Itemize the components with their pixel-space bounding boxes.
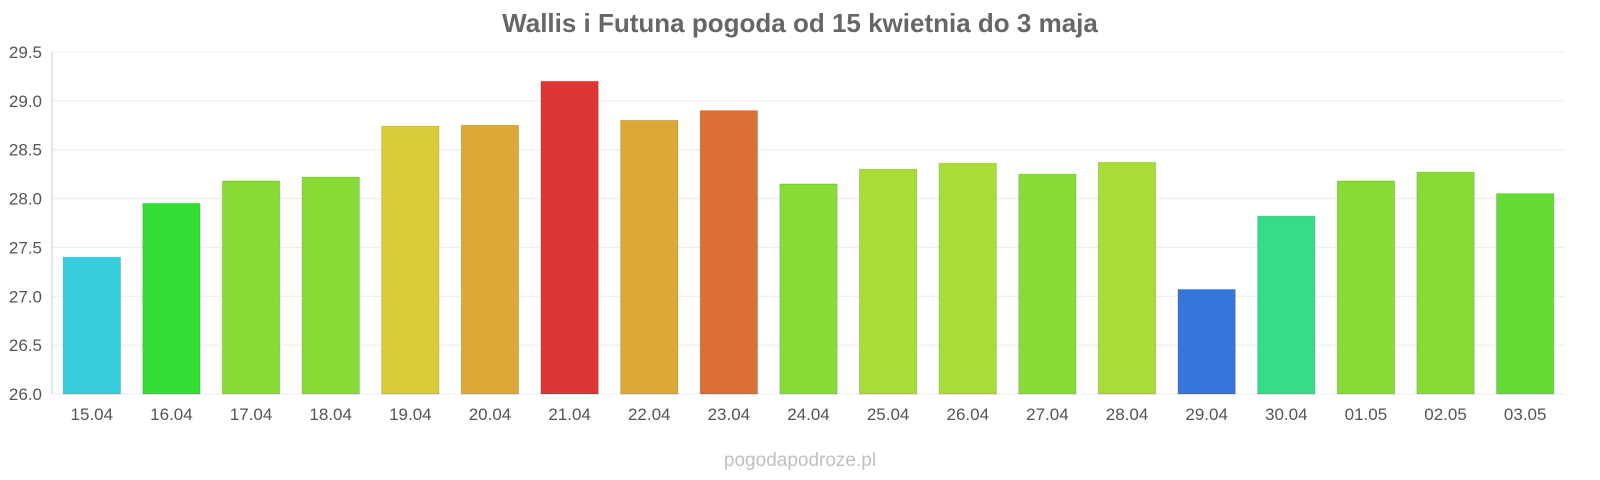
x-tick-label: 16.04 (150, 405, 193, 424)
bar[interactable] (1257, 215, 1316, 395)
bar[interactable] (62, 256, 121, 395)
x-tick-label: 25.04 (867, 405, 910, 424)
bar[interactable] (779, 183, 838, 395)
x-tick-label: 01.05 (1345, 405, 1388, 424)
x-tick-label: 29.04 (1185, 405, 1228, 424)
x-tick-label: 30.04 (1265, 405, 1308, 424)
x-tick-label: 19.04 (389, 405, 432, 424)
x-tick-label: 20.04 (469, 405, 512, 424)
y-tick-label: 28.5 (9, 141, 42, 160)
bars (62, 80, 1555, 395)
bar[interactable] (1496, 193, 1555, 395)
y-tick-label: 26.0 (9, 385, 42, 404)
bar[interactable] (699, 110, 759, 395)
y-tick-label: 26.5 (9, 336, 42, 355)
y-tick-label: 28.0 (9, 190, 42, 209)
y-tick-label: 29.5 (9, 43, 42, 62)
x-axis: 15.04 16.04 17.04 18.04 19.04 20.04 21.04 22.04… (71, 405, 1547, 424)
bar[interactable] (1416, 171, 1475, 395)
bar[interactable] (1018, 173, 1077, 395)
x-tick-label: 24.04 (787, 405, 830, 424)
x-tick-label: 26.04 (946, 405, 989, 424)
x-tick-label: 27.04 (1026, 405, 1069, 424)
bar[interactable] (301, 176, 360, 395)
x-tick-label: 22.04 (628, 405, 671, 424)
bar[interactable] (540, 80, 599, 395)
bar[interactable] (460, 124, 520, 395)
x-tick-label: 28.04 (1106, 405, 1149, 424)
x-tick-label: 02.05 (1424, 405, 1467, 424)
bar[interactable] (1177, 288, 1236, 395)
chart-title: Wallis i Futuna pogoda od 15 kwietnia do… (502, 8, 1098, 38)
y-tick-label: 27.0 (9, 287, 42, 306)
x-tick-label: 15.04 (71, 405, 114, 424)
watermark: pogodapodroze.pl (723, 450, 877, 471)
bar[interactable] (620, 119, 679, 395)
bar[interactable] (221, 180, 281, 395)
bar[interactable] (142, 202, 201, 395)
x-tick-label: 17.04 (230, 405, 273, 424)
y-axis: 26.0 26.5 27.0 27.5 28.0 28.5 29.0 29.5 (9, 43, 53, 404)
bar[interactable] (1097, 161, 1157, 395)
bar[interactable] (858, 168, 918, 395)
bar[interactable] (381, 125, 440, 395)
y-tick-label: 27.5 (9, 238, 42, 257)
x-tick-label: 03.05 (1504, 405, 1547, 424)
x-tick-label: 23.04 (708, 405, 751, 424)
x-tick-label: 21.04 (548, 405, 591, 424)
y-tick-label: 29.0 (9, 92, 42, 111)
bar[interactable] (938, 162, 997, 395)
bar[interactable] (1336, 180, 1396, 395)
x-tick-label: 18.04 (309, 405, 352, 424)
